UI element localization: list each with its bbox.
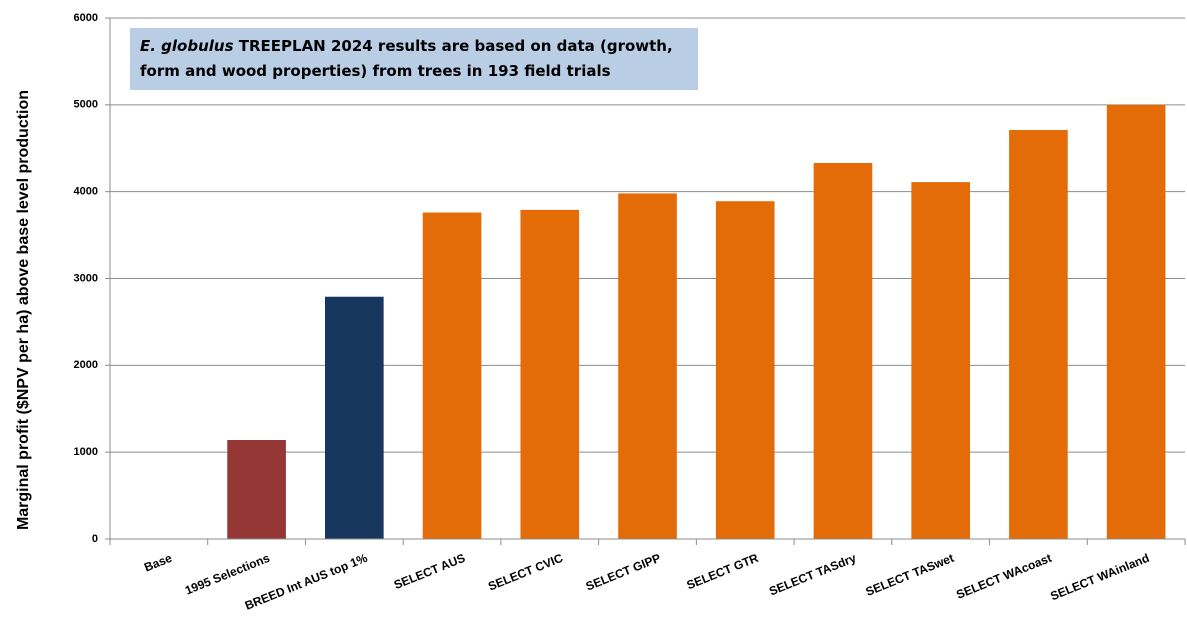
x-tick-label: SELECT GTR [685, 551, 761, 593]
y-tick-label: 2000 [74, 359, 98, 371]
bar [520, 209, 580, 539]
x-tick-label: 1995 Selections [183, 551, 272, 598]
x-tick-label: SELECT WAcoast [954, 551, 1053, 602]
y-tick-label: 5000 [74, 99, 98, 111]
annotation-text: TREEPLAN 2024 results are based on data … [140, 37, 673, 80]
y-axis-label: Marginal profit ($NPV per ha) above base… [15, 90, 32, 530]
bar [911, 182, 970, 540]
x-tick-label: Base [142, 551, 174, 575]
bar [813, 163, 873, 540]
bar [1009, 130, 1068, 539]
x-tick-label: SELECT CVIC [486, 551, 565, 594]
x-tick-label: SELECT AUS [392, 551, 467, 592]
y-tick-label: 6000 [74, 12, 98, 24]
y-tick-label: 4000 [74, 186, 98, 198]
bar [422, 212, 482, 540]
y-tick-label: 3000 [74, 272, 98, 284]
annotation-italic: E. globulus [140, 37, 234, 55]
y-tick-label: 0 [92, 533, 98, 545]
bar [227, 440, 286, 539]
x-tick-label: SELECT TASdry [767, 551, 858, 599]
annotation: E. globulus TREEPLAN 2024 results are ba… [130, 28, 698, 90]
x-tick-label: SELECT TASwet [864, 551, 956, 599]
bar [715, 201, 775, 540]
bar [1106, 104, 1166, 539]
bar [325, 296, 384, 539]
bar [618, 193, 677, 540]
x-tick-label: SELECT GIPP [584, 551, 663, 594]
x-tick-label: SELECT WAinland [1048, 551, 1151, 603]
y-tick-label: 1000 [74, 446, 98, 458]
